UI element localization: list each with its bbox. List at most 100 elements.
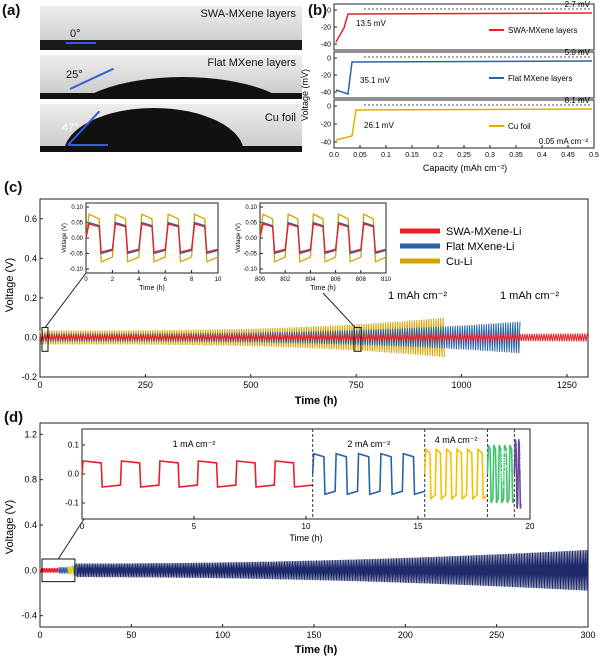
x-tick-label: 200 — [398, 630, 413, 640]
y-tick-label: -40 — [321, 89, 331, 96]
y-tick-label: 0.00 — [245, 236, 257, 242]
y-tick-label: 0.05 — [245, 221, 257, 227]
y-tick-label: -40 — [321, 139, 331, 146]
overpotential-label: 26.1 mV — [364, 121, 394, 130]
inset-rate-trace — [486, 444, 516, 504]
inset-y-axis-label: Voltage (V) — [62, 223, 68, 253]
x-tick-label: 0.25 — [457, 152, 471, 159]
segment-current-label: 4 mA cm⁻² — [435, 435, 478, 445]
y-tick-label: -0.10 — [243, 267, 257, 273]
panel-d: (d) Voltage (V) Time (h) 16 mA cm⁻² 1 mA… — [0, 407, 600, 657]
x-tick-label: 0.3 — [485, 152, 495, 159]
inset-x-axis-label: Time (h) — [289, 533, 322, 543]
y-tick-label: 0 — [327, 7, 331, 14]
photo-caption: Flat MXene layers — [207, 57, 296, 69]
legend-label: Cu-Li — [446, 256, 472, 268]
y-tick-label: 0.8 — [24, 475, 37, 485]
x-tick-label: 1250 — [557, 380, 577, 390]
current-density-label: 0.05 mA cm⁻² — [539, 137, 588, 146]
panel-b: (b) Voltage (mV) Capacity (mAh cm⁻²) 0 -2… — [300, 0, 600, 175]
panel-c-label: (c) — [4, 179, 23, 196]
y-tick-label: -0.4 — [21, 611, 37, 621]
x-tick-label: 50 — [126, 630, 136, 640]
plateau-voltage-label: 5.0 mV — [565, 48, 591, 57]
legend-label: Flat MXene-Li — [446, 241, 514, 253]
inset-x-tick-label: 10 — [215, 277, 222, 283]
areal-capacity-annotation: 1 mAh cm⁻² — [388, 290, 447, 302]
cycling-trace — [39, 333, 588, 342]
nucleation-overpotential-chart: Voltage (mV) Capacity (mAh cm⁻²) 0 -20 -40… — [300, 0, 599, 173]
x-tick-label: 0.4 — [537, 152, 547, 159]
x-tick-label: 750 — [349, 380, 364, 390]
inset-x-tick-label: 8 — [190, 277, 194, 283]
legend-label: Cu foil — [508, 122, 531, 131]
y-axis-label: Voltage (mV) — [300, 69, 310, 121]
rate-trace — [74, 564, 77, 577]
y-tick-label: 0.05 — [71, 221, 83, 227]
segment-current-label: 1 mA cm⁻² — [173, 439, 216, 449]
x-tick-label: 1000 — [452, 380, 472, 390]
panel-a-label: (a) — [2, 2, 21, 19]
segment-current-label: 2 mA cm⁻² — [347, 439, 390, 449]
panel-c: (c) Voltage (V) Time (h) 1 mAh cm⁻² 1 mA… — [0, 175, 600, 407]
y-tick-label: -0.1 — [65, 499, 79, 508]
x-tick-label: 100 — [215, 630, 230, 640]
inset-rate-trace — [81, 460, 313, 488]
x-tick-label: 0.1 — [381, 152, 391, 159]
inset-rate-trace — [513, 439, 522, 509]
overpotential-label: 13.5 mV — [356, 19, 386, 28]
y-tick-label: 0.10 — [71, 205, 83, 211]
plateau-voltage-label: 8.1 mV — [565, 96, 591, 105]
inset-x-tick-label: 802 — [280, 277, 291, 283]
inset-x-axis-label: Time (h) — [139, 285, 165, 292]
zoom-box — [353, 327, 362, 352]
y-tick-label: 0.10 — [245, 205, 257, 211]
inset-x-tick-label: 20 — [526, 522, 535, 531]
y-tick-label: 0.6 — [24, 214, 37, 224]
y-tick-label: 1.2 — [24, 429, 37, 439]
inset-rate-trace — [423, 447, 488, 501]
zoom-connector — [57, 518, 85, 560]
plateau-voltage-label: 2.7 mV — [565, 0, 591, 9]
photo-caption: SWA-MXene layers — [200, 8, 296, 20]
inset-x-tick-label: 15 — [414, 522, 423, 531]
inset-x-tick-label: 0 — [84, 277, 88, 283]
cycling-trace — [39, 321, 521, 354]
x-tick-label: 0.0 — [329, 152, 339, 159]
plot-frame — [39, 198, 589, 378]
legend-label: SWA-MXene-Li — [446, 226, 521, 238]
y-tick-label: -0.05 — [69, 252, 83, 258]
panel-d-label: (d) — [4, 409, 24, 426]
inset-x-tick-label: 800 — [255, 277, 266, 283]
inset-trace — [85, 223, 219, 253]
areal-capacity-annotation: 1 mAh cm⁻² — [500, 290, 559, 302]
voltage-curve — [335, 108, 593, 141]
x-tick-label: 0.15 — [405, 152, 419, 159]
y-tick-label: 0.4 — [24, 520, 37, 530]
legend-label: Flat MXene layers — [508, 74, 572, 83]
inset-x-tick-label: 806 — [331, 277, 342, 283]
y-axis-label: Voltage (V) — [4, 258, 16, 312]
inset-chart-early — [85, 202, 219, 274]
inset-x-axis-label: Time (h) — [310, 285, 336, 292]
x-tick-label: 300 — [580, 630, 595, 640]
x-tick-label: 0.45 — [561, 152, 575, 159]
y-tick-label: 0.00 — [71, 236, 83, 242]
x-tick-label: 0.35 — [509, 152, 523, 159]
panel-a: (a) SWA-MXene layers 0° Flat MXene layer… — [0, 0, 310, 170]
y-tick-label: -0.05 — [243, 252, 257, 258]
inset-chart-late — [259, 202, 387, 274]
x-tick-label: 0 — [37, 380, 42, 390]
y-tick-label: -0.2 — [21, 372, 37, 382]
panel-b-label: (b) — [308, 2, 328, 19]
long-cycling-trace — [76, 549, 589, 591]
x-tick-label: 0.5 — [589, 152, 599, 159]
inset-y-axis-label: Voltage (V) — [236, 223, 242, 253]
zoom-connector — [322, 292, 356, 328]
x-tick-label: 500 — [243, 380, 258, 390]
y-tick-label: 0.1 — [68, 441, 80, 450]
contact-angle-photo-cu: Cu foil 47° — [40, 104, 302, 152]
x-tick-label: 250 — [138, 380, 153, 390]
contact-angle-photo-swa: SWA-MXene layers 0° — [40, 6, 302, 50]
y-axis-label: Voltage (V) — [4, 500, 16, 554]
